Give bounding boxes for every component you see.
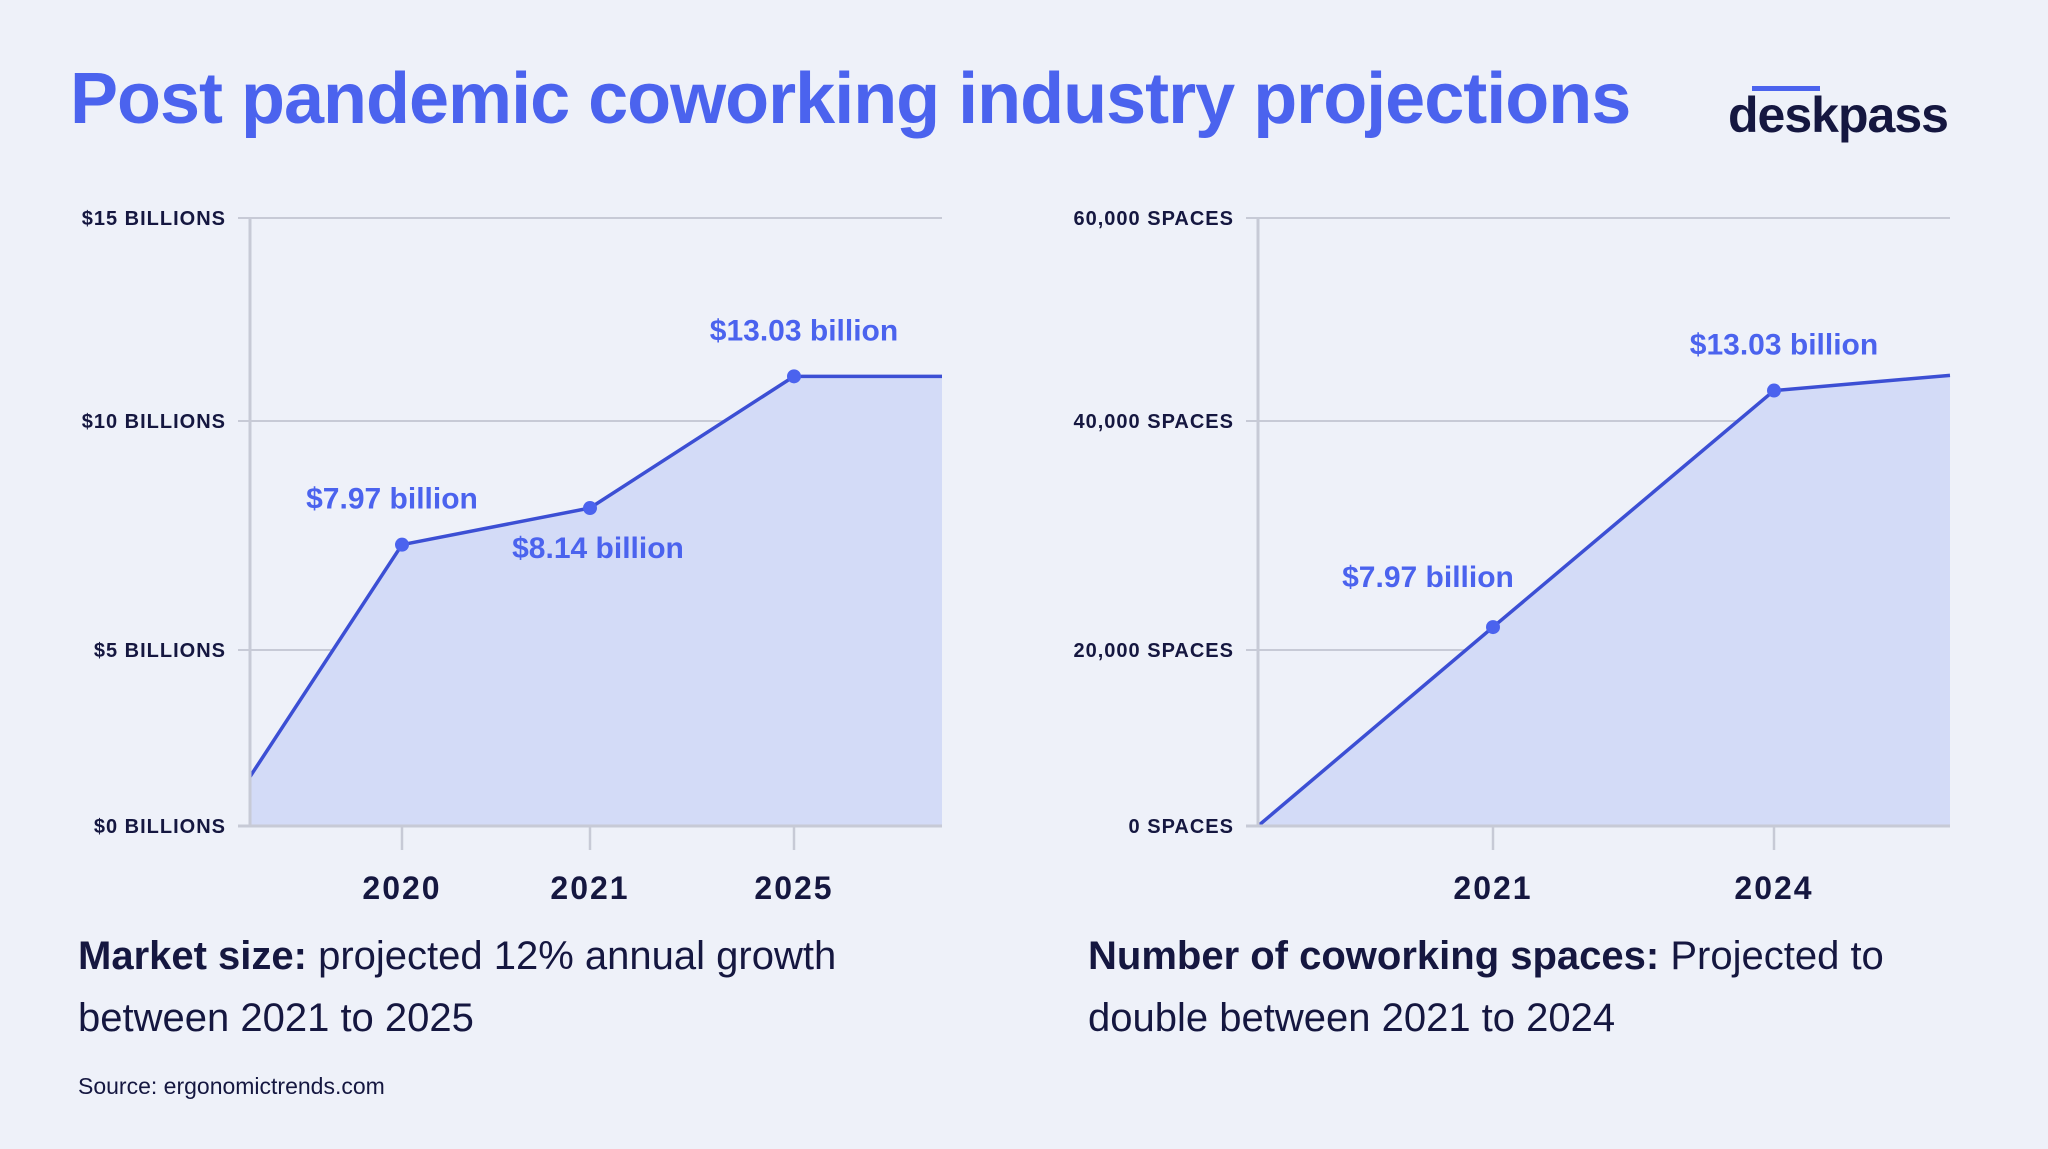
caption-bold: Market size: [78, 934, 307, 978]
y-tick-label: 40,000 SPACES [1074, 411, 1235, 433]
market-size-chart: $0 BILLIONS $5 BILLIONS $10 BILLIONS $15 BI… [82, 208, 942, 906]
area-fill [1258, 375, 1950, 826]
series-line [1256, 373, 1951, 828]
data-label: $8.14 billion [512, 532, 684, 565]
market-size-caption: Market size: projected 12% annual growth… [78, 925, 978, 1049]
y-tick-label: 60,000 SPACES [1074, 208, 1235, 230]
x-tick-label: 2021 [550, 870, 629, 906]
y-tick-label: $10 BILLIONS [82, 411, 226, 433]
caption-bold: Number of coworking spaces: [1088, 934, 1660, 978]
caption-text: Projected to double between 2021 to 2024 [1088, 934, 1884, 1040]
x-tick-label: 2020 [362, 870, 441, 906]
y-tick-label: $15 BILLIONS [82, 208, 226, 230]
logo-accent-bar [1752, 86, 1820, 91]
y-tick-label: $5 BILLIONS [94, 640, 226, 662]
x-tick-label: 2021 [1453, 870, 1532, 906]
data-point [1486, 620, 1500, 635]
area-fill [250, 376, 942, 826]
data-label: $13.03 billion [710, 314, 898, 347]
coworking-spaces-caption: Number of coworking spaces: Projected to… [1088, 925, 1988, 1049]
data-point [583, 501, 597, 516]
page-title: Post pandemic coworking industry project… [70, 59, 1631, 139]
data-label: $7.97 billion [306, 483, 478, 516]
y-tick-label: $0 BILLIONS [94, 816, 226, 838]
x-tick-label: 2025 [754, 870, 833, 906]
source-note: Source: ergonomictrends.com [78, 1073, 385, 1099]
deskpass-logo: deskpass [1728, 87, 1949, 143]
data-point [1767, 383, 1781, 398]
coworking-spaces-chart: 0 SPACES 20,000 SPACES 40,000 SPACES 60,000… [1074, 208, 1951, 906]
data-point [787, 369, 801, 384]
data-point [395, 537, 409, 552]
y-tick-label: 0 SPACES [1129, 816, 1234, 838]
data-label: $7.97 billion [1342, 561, 1514, 594]
data-label: $13.03 billion [1690, 329, 1878, 362]
caption-text: projected 12% annual growth between 2021… [78, 934, 837, 1040]
x-tick-label: 2024 [1734, 870, 1813, 906]
y-tick-label: 20,000 SPACES [1074, 640, 1235, 662]
